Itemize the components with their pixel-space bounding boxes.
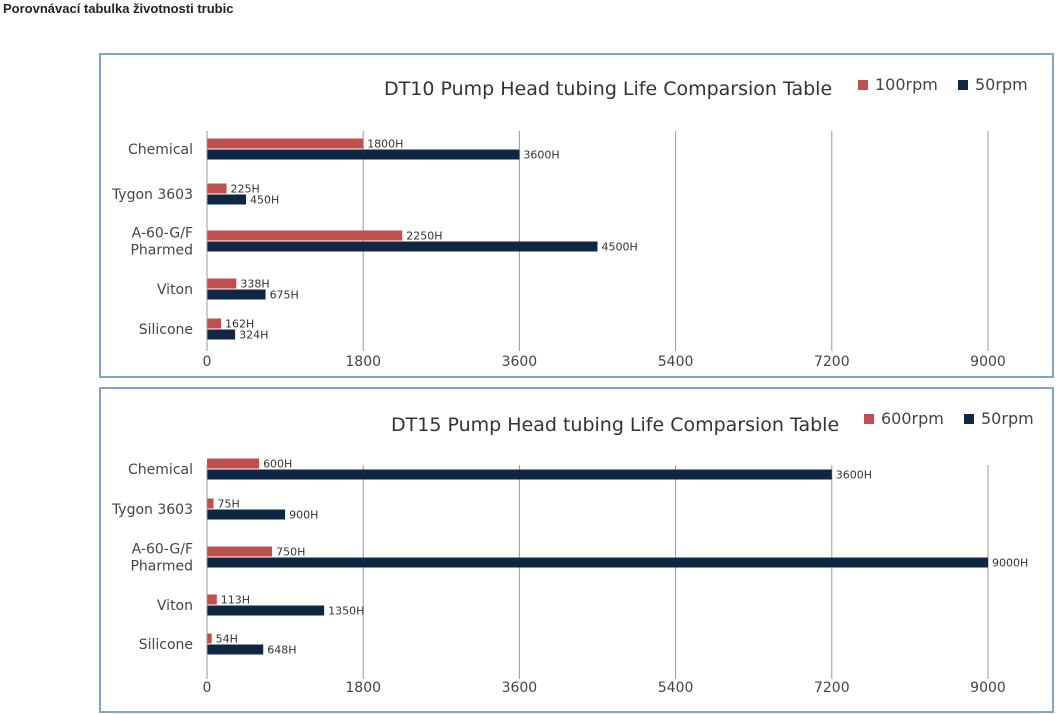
bar: [207, 458, 260, 469]
chart-panel-dt10: DT10 Pump Head tubing Life Comparsion Ta…: [99, 53, 1054, 378]
legend-label: 50rpm: [975, 75, 1028, 94]
chart-title: DT10 Pump Head tubing Life Comparsion Ta…: [384, 78, 832, 100]
bar: [207, 183, 227, 194]
chart-dt10-svg: DT10 Pump Head tubing Life Comparsion Ta…: [111, 75, 1028, 370]
category-label: Tygon 3603: [111, 187, 193, 203]
bar: [207, 194, 247, 205]
category-label: Viton: [157, 282, 193, 298]
data-label: 675H: [270, 289, 299, 302]
category-label: Chemical: [128, 462, 193, 478]
bar: [207, 278, 237, 289]
data-label: 750H: [276, 546, 305, 559]
bar: [207, 546, 273, 557]
bar: [207, 469, 832, 480]
legend-label: 50rpm: [981, 409, 1034, 428]
legend-swatch: [958, 80, 968, 90]
legend-label: 100rpm: [875, 75, 938, 94]
bar: [207, 557, 988, 568]
x-tick-label: 3600: [502, 354, 538, 370]
category-label: Silicone: [139, 322, 193, 338]
data-label: 162H: [225, 318, 254, 331]
legend-label: 600rpm: [881, 409, 944, 428]
bar: [207, 138, 364, 149]
data-label: 3600H: [836, 469, 872, 482]
category-label: Tygon 3603: [111, 502, 193, 518]
bar: [207, 605, 325, 616]
data-label: 9000H: [992, 557, 1028, 570]
x-tick-label: 9000: [970, 354, 1006, 370]
chart-dt15-svg: DT15 Pump Head tubing Life Comparsion Ta…: [111, 409, 1034, 696]
legend-swatch: [964, 414, 974, 424]
x-tick-label: 5400: [658, 354, 694, 370]
chart-panel-dt15: DT15 Pump Head tubing Life Comparsion Ta…: [99, 387, 1054, 713]
data-label: 4500H: [602, 241, 638, 254]
category-label: Chemical: [128, 142, 193, 158]
x-tick-label: 7200: [814, 680, 850, 696]
legend-swatch: [858, 80, 868, 90]
x-tick-label: 1800: [345, 354, 381, 370]
category-label: Pharmed: [130, 559, 193, 575]
data-label: 900H: [289, 509, 318, 522]
x-tick-label: 7200: [814, 354, 850, 370]
bar: [207, 644, 264, 655]
data-label: 2250H: [406, 230, 442, 243]
category-label: Viton: [157, 598, 193, 614]
data-label: 113H: [221, 594, 250, 607]
data-label: 75H: [218, 498, 240, 511]
data-label: 1800H: [367, 138, 403, 151]
x-tick-label: 0: [203, 354, 212, 370]
data-label: 1350H: [328, 605, 364, 618]
category-label: A-60-G/F: [132, 542, 193, 558]
bar: [207, 594, 217, 605]
category-label: A-60-G/F: [132, 226, 193, 242]
x-tick-label: 5400: [658, 680, 694, 696]
data-label: 648H: [267, 644, 296, 657]
data-label: 450H: [250, 194, 279, 207]
x-tick-label: 3600: [502, 680, 538, 696]
page-heading: Porovnávací tabulka životnosti trubic: [3, 1, 234, 16]
data-label: 54H: [216, 633, 238, 646]
bar: [207, 318, 222, 329]
bar: [207, 633, 212, 644]
chart-title: DT15 Pump Head tubing Life Comparsion Ta…: [391, 414, 839, 436]
bar: [207, 149, 520, 160]
bar: [207, 241, 598, 252]
bar: [207, 498, 214, 509]
bar: [207, 329, 236, 340]
data-label: 600H: [263, 458, 292, 471]
bar: [207, 289, 266, 300]
legend-swatch: [864, 414, 874, 424]
data-label: 338H: [240, 278, 269, 291]
data-label: 3600H: [523, 149, 559, 162]
category-label: Silicone: [139, 637, 193, 653]
category-label: Pharmed: [130, 243, 193, 259]
data-label: 324H: [239, 329, 268, 342]
bar: [207, 509, 286, 520]
x-tick-label: 9000: [970, 680, 1006, 696]
x-tick-label: 0: [203, 680, 212, 696]
bar: [207, 230, 403, 241]
data-label: 225H: [231, 183, 260, 196]
x-tick-label: 1800: [345, 680, 381, 696]
